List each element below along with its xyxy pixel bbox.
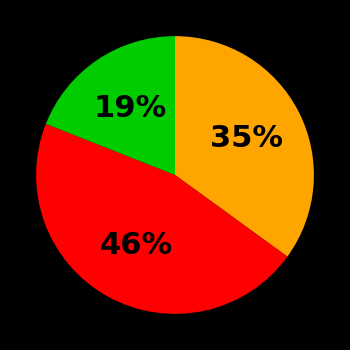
Text: 35%: 35%: [210, 124, 283, 153]
Wedge shape: [36, 124, 287, 314]
Text: 19%: 19%: [93, 94, 166, 123]
Wedge shape: [46, 36, 175, 175]
Wedge shape: [175, 36, 314, 257]
Text: 46%: 46%: [100, 231, 173, 260]
